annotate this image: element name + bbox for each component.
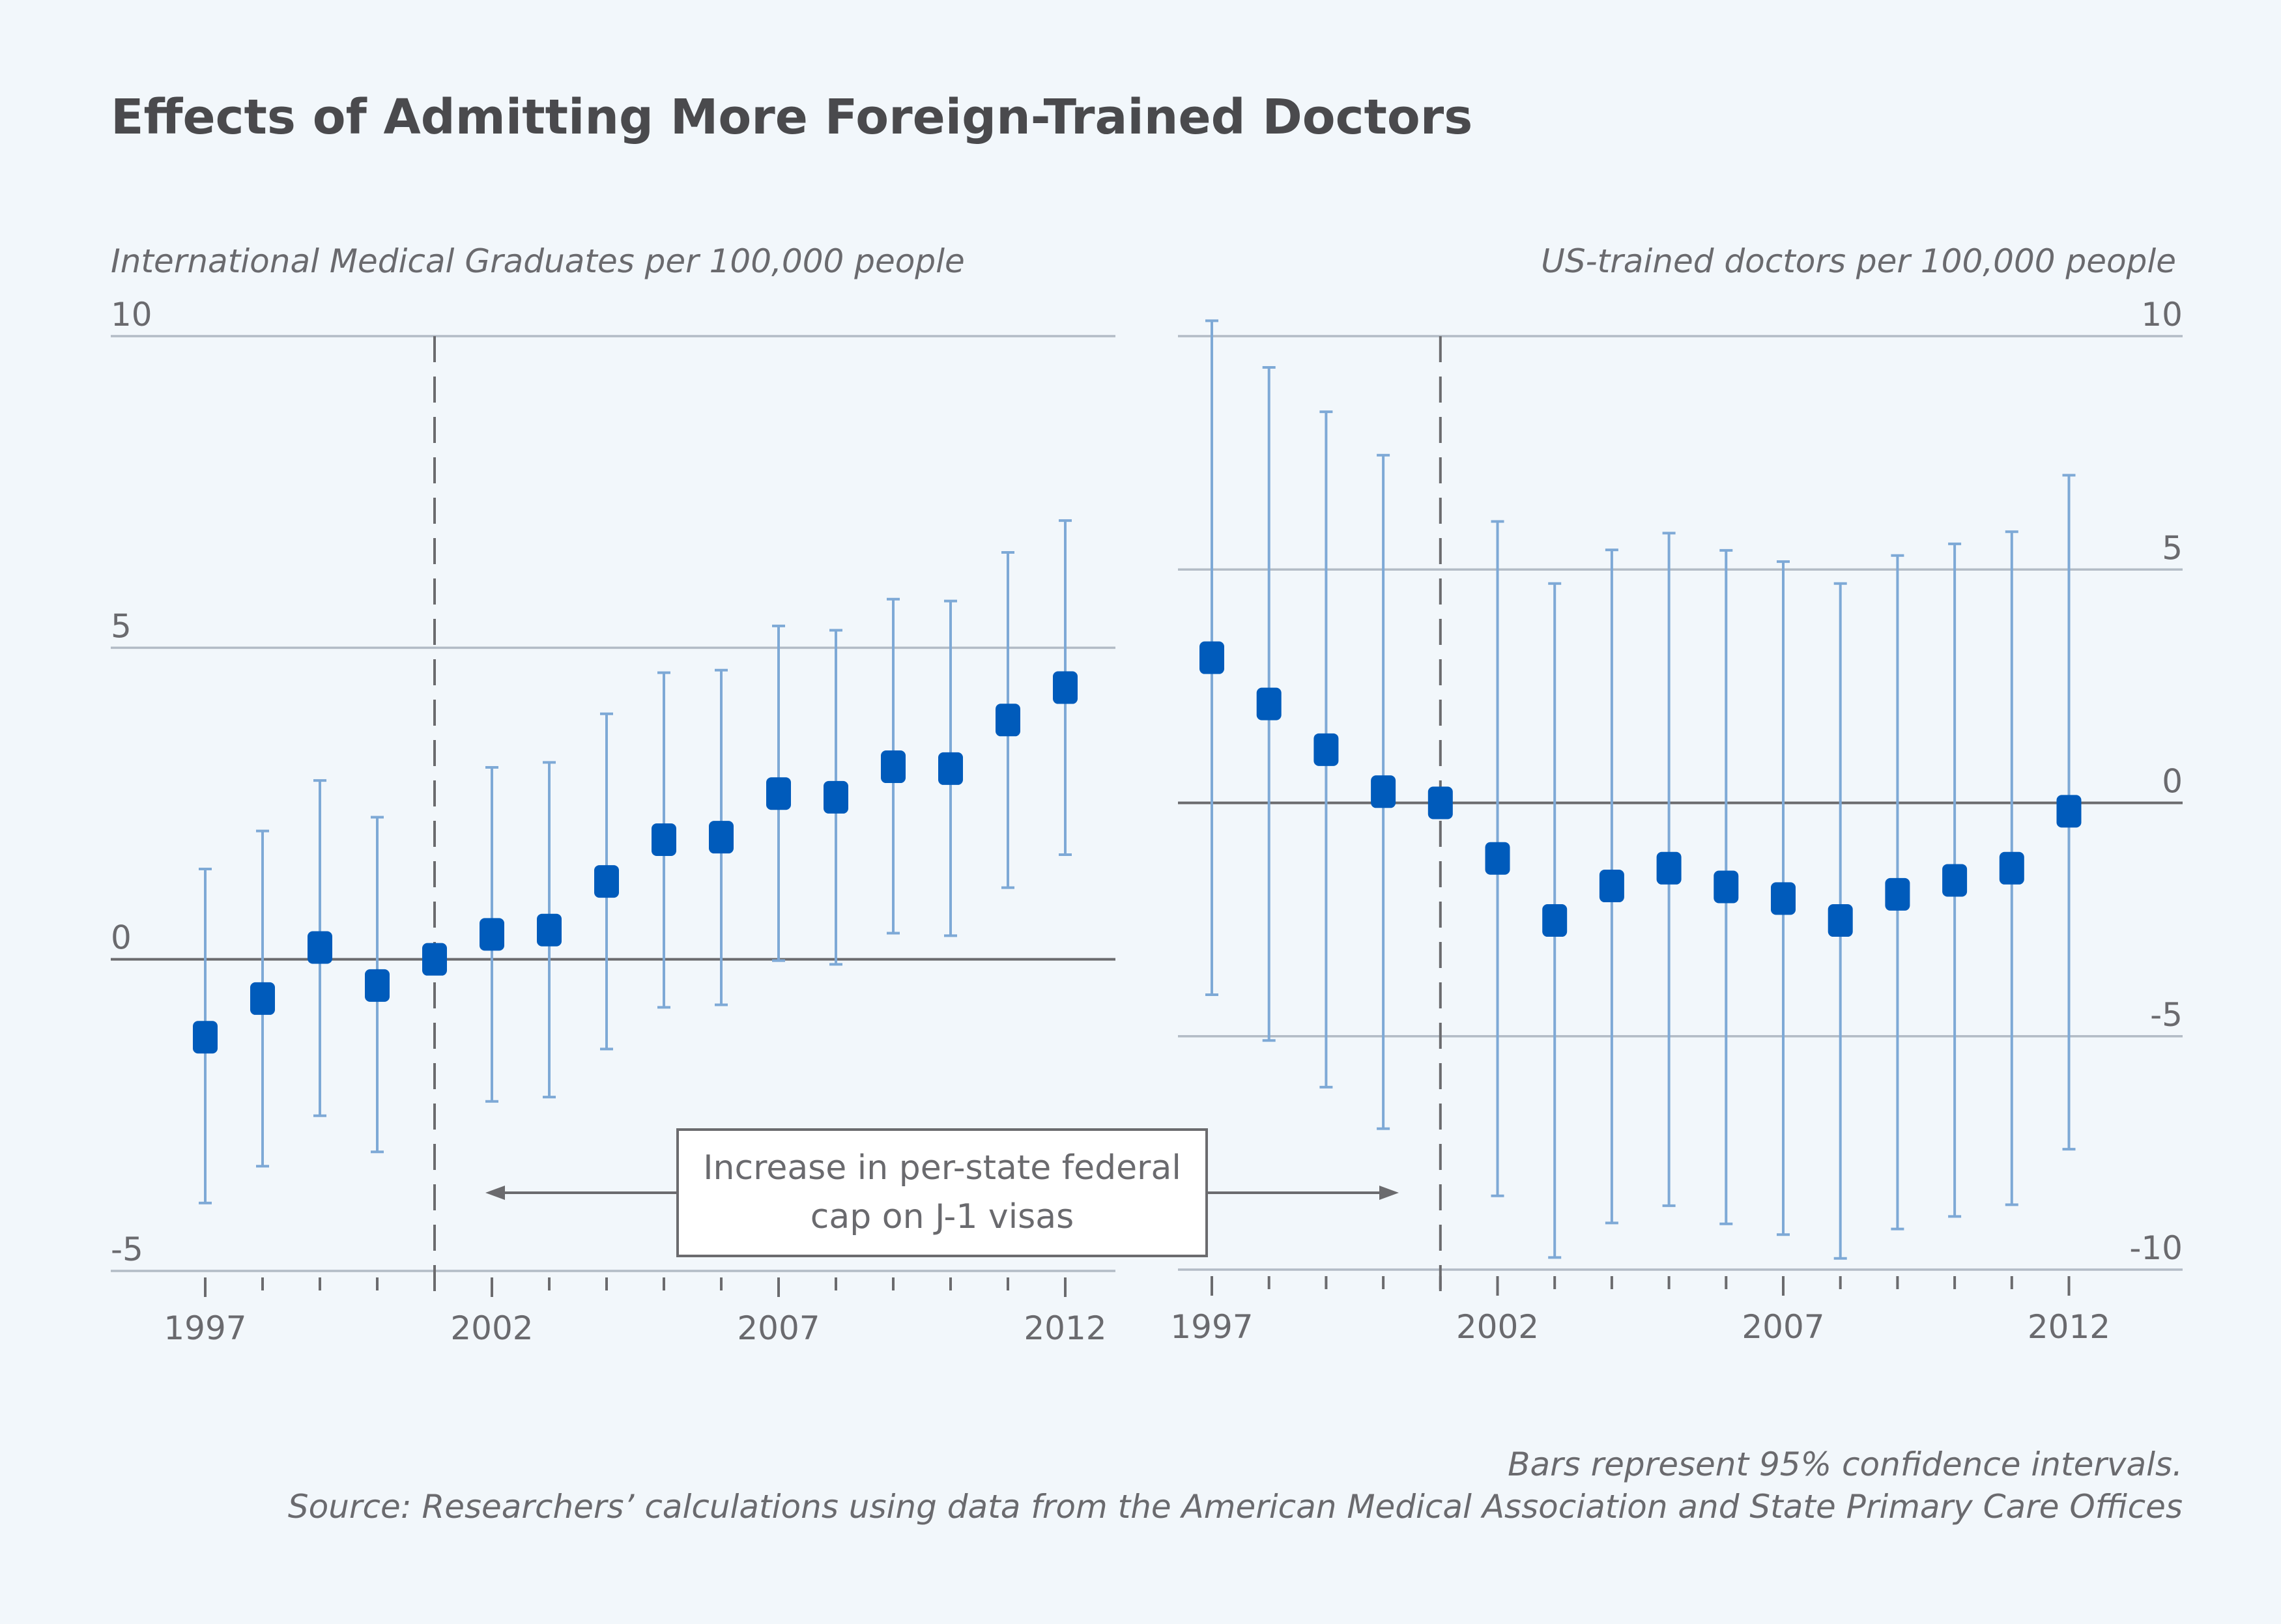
right-xtick-label: 2012 [2028, 1308, 2110, 1346]
right-point-marker [1771, 882, 1796, 915]
annotation-box [676, 1128, 1208, 1257]
right-ytick-label: 5 [2162, 529, 2183, 567]
left-xtick-label: 2012 [1024, 1309, 1106, 1347]
chart-title: Effects of Admitting More Foreign-Traine… [111, 89, 1472, 145]
right-point-marker [1656, 851, 1682, 885]
left-point-marker [308, 931, 332, 964]
right-point-marker [1542, 904, 1568, 937]
right-xtick-label: 2002 [1456, 1308, 1539, 1346]
left-xtick-label: 1997 [164, 1309, 246, 1347]
left-point-marker [938, 752, 963, 785]
left-point-marker [652, 823, 676, 856]
right-point-marker [1885, 877, 1910, 911]
right-point-marker [2056, 795, 2082, 828]
right-ytick-label: -5 [2150, 996, 2183, 1034]
annotation-arrowhead-left [485, 1186, 505, 1200]
footer-source: Source: Researchers’ calculations using … [288, 1488, 2183, 1526]
footer-note: Bars represent 95% confidence intervals. [1508, 1446, 2183, 1483]
right-panel: 10 5 0 -5 -10 1997 2002 2007 2012 [1170, 296, 2183, 1346]
left-point-marker [996, 704, 1020, 737]
left-point-marker [766, 777, 791, 810]
left-point-marker [881, 750, 906, 784]
right-point-marker [1256, 687, 1282, 720]
left-point-marker [365, 969, 390, 1002]
right-point-marker [1485, 842, 1510, 875]
left-xtick-label: 2007 [737, 1309, 820, 1347]
right-ytick-label: -10 [2129, 1229, 2183, 1267]
right-ylabel: US-trained doctors per 100,000 people [1541, 242, 2176, 280]
left-ylabel: International Medical Graduates per 100,… [111, 242, 965, 280]
left-xtick-label: 2002 [450, 1309, 533, 1347]
right-point-marker [1999, 851, 2024, 885]
right-xtick-label: 2007 [1742, 1308, 1824, 1346]
annotation: Increase in per-state federal cap on J-1… [485, 1128, 1399, 1257]
annotation-arrowhead-right [1379, 1186, 1399, 1200]
right-point-marker [1371, 775, 1396, 808]
right-xtick-label: 1997 [1170, 1308, 1253, 1346]
annotation-line2: cap on J-1 visas [811, 1197, 1074, 1236]
left-ytick-label: -5 [111, 1231, 143, 1268]
right-point-marker [1714, 870, 1739, 904]
left-point-marker [250, 982, 275, 1015]
left-point-marker [1053, 671, 1078, 704]
left-point-marker [709, 821, 734, 854]
annotation-line1: Increase in per-state federal [703, 1148, 1181, 1188]
right-ytick-label: 10 [2141, 296, 2183, 334]
right-point-marker [1599, 870, 1624, 903]
left-point-marker [824, 780, 848, 814]
left-panel: 10 5 0 -5 1997 2002 2007 2012 [111, 296, 1115, 1347]
left-point-marker [594, 865, 619, 898]
right-point-marker [1942, 864, 1968, 897]
right-point-marker [1427, 786, 1453, 819]
left-ytick-label: 10 [111, 296, 152, 334]
left-point-marker [537, 913, 562, 947]
left-ytick-label: 5 [111, 607, 132, 645]
left-point-marker [422, 943, 447, 976]
right-point-marker [1313, 733, 1339, 766]
left-point-marker [193, 1021, 218, 1054]
right-point-marker [1199, 641, 1224, 674]
right-ytick-label: 0 [2162, 763, 2183, 801]
left-point-marker [480, 918, 504, 951]
left-ytick-label: 0 [111, 919, 132, 957]
right-point-marker [1828, 904, 1853, 937]
